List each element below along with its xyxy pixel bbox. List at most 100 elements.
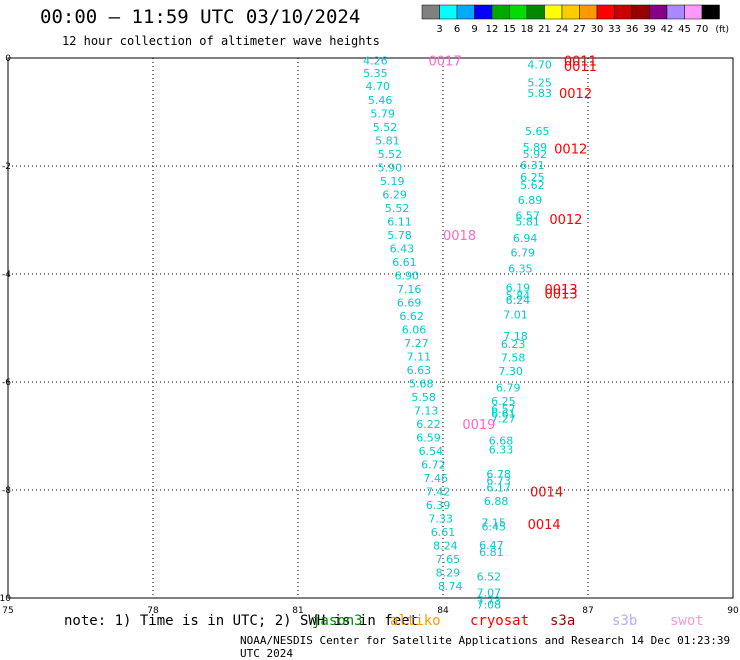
wave-height-label: 8.24 [433,540,458,553]
wave-height-label: 5.58 [411,391,436,404]
wave-height-label: 7.07 [477,587,502,600]
wave-height-label: 6.39 [426,499,451,512]
wave-height-label: 7.18 [503,330,528,343]
y-tick-label: -2 [2,162,11,172]
colorbar-tick-label: 39 [643,24,656,35]
colorbar-tick-label: 33 [608,24,621,35]
y-tick-label: -10 [0,594,11,604]
wave-height-label: 5.78 [387,229,412,242]
wave-height-label: 6.43 [390,243,415,256]
satellite-legend-jason3: jason3 [312,613,363,629]
wave-height-label: 7.42 [426,486,451,499]
wave-height-label: 6.35 [508,263,533,276]
wave-height-label: 6.89 [518,194,543,207]
wave-height-label: 6.79 [496,381,521,394]
pass-number-label: 0018 [443,229,476,244]
colorbar-swatch [701,4,720,20]
wave-height-label: 6.23 [501,338,526,351]
pass-number-label: 0014 [528,518,561,533]
wave-height-label: 7.46 [424,472,449,485]
wave-height-label: 6.11 [387,216,412,229]
wave-height-label: 6.73 [486,474,511,487]
wave-height-label: 6.31 [520,159,545,172]
colorbar-tick-label: 6 [454,24,460,35]
satellite-legend-s3b: s3b [612,613,638,629]
wave-height-label: 6.19 [506,282,531,295]
pass-number-label: 0014 [530,486,563,501]
x-tick-label: 84 [437,606,449,615]
x-tick-label: 90 [727,606,739,615]
wave-height-label: 7.27 [491,413,516,426]
units-note: note: 1) Time is in UTC; 2) SWH is in fe… [64,613,419,629]
pass-number-label: 0012 [554,143,587,158]
wave-height-label: 6.25 [491,395,516,408]
satellite-legend-s3a: s3a [550,613,576,629]
wave-height-label: 6.62 [399,310,424,323]
wave-height-label: 7.16 [397,283,422,296]
colorbar-unit: (ft) [716,25,730,35]
pass-number-label: 0012 [559,87,592,102]
wave-height-label: 6.88 [484,495,509,508]
colorbar-tick-label: 3 [436,24,442,35]
chart-title: 00:00 — 11:59 UTC 03/10/2024 [40,6,361,28]
wave-height-label: 6.54 [419,445,444,458]
wave-height-label: 7.01 [503,309,528,322]
wave-height-label: 5.19 [380,175,405,188]
wave-height-label: 6.63 [407,364,432,377]
wave-height-label: 5.81 [375,135,400,148]
wave-height-plot: 7578818487900-2-4-6-8-104.265.354.705.46… [0,54,739,615]
wave-height-label: 4.26 [363,55,388,68]
wave-height-label: 5.90 [378,162,403,175]
wave-height-label: 6.79 [511,246,536,259]
wave-height-label: 6.29 [382,189,407,202]
wave-height-label: 6.72 [421,459,446,472]
colorbar-tick-label: 36 [626,24,639,35]
wave-height-label: 5.25 [527,76,552,89]
wave-height-label: 7.08 [477,598,502,611]
colorbar-tick-label: 27 [573,24,586,35]
wave-height-label: 8.29 [436,567,461,580]
chart-subtitle: 12 hour collection of altimeter wave hei… [62,34,380,48]
wave-height-label: 5.68 [409,378,434,391]
wave-height-label: 5.81 [515,216,540,229]
colorbar-tick-label: 21 [538,24,551,35]
pass-number-label: 0017 [429,55,462,70]
satellite-legend-swot: swot [670,613,704,629]
y-tick-label: 0 [5,54,11,64]
wave-height-label: 4.70 [366,80,391,93]
colorbar-tick-label: 70 [696,24,709,35]
wave-height-label: 7.13 [414,405,439,418]
wave-height-label: 6.59 [416,432,441,445]
wave-height-label: 7.27 [404,337,429,350]
pass-number-label: 0011 [564,60,597,75]
wave-height-label: 6.81 [479,546,504,559]
wave-height-label: 6.25 [520,171,545,184]
wave-height-label: 6.90 [395,270,420,283]
wave-height-label: 5.52 [373,121,398,134]
pass-number-label: 0013 [545,287,578,302]
wave-height-label: 5.35 [363,67,388,80]
wave-height-label: 5.52 [378,148,403,161]
colorbar-tick-label: 45 [678,24,691,35]
wave-height-label: 6.33 [489,444,514,457]
wave-height-label: 6.57 [491,403,516,416]
wave-height-label: 7.30 [498,365,523,378]
wave-height-label: 6.57 [515,210,540,223]
wave-height-label: 6.94 [513,232,538,245]
wave-height-label: 6.52 [477,570,502,583]
wave-height-label: 5.84 [506,290,531,303]
credits-footer: NOAA/NESDIS Center for Satellite Applica… [240,634,731,660]
colorbar-tick-label: 24 [556,24,569,35]
y-tick-label: -6 [2,378,11,388]
wave-height-label: 6.61 [431,526,456,539]
colorbar-tick-label: 15 [503,24,516,35]
wave-height-label: 7.15 [482,516,507,529]
satellite-legend-altiko: altiko [390,613,441,629]
x-tick-label: 81 [292,606,303,615]
wave-height-label: 6.78 [486,468,511,481]
pass-number-label: 0013 [545,283,578,298]
wave-height-label: 6.45 [482,521,507,534]
wave-height-label: 6.69 [397,297,422,310]
wave-height-label: 6.61 [491,407,516,420]
pass-number-label: 0019 [462,418,495,433]
